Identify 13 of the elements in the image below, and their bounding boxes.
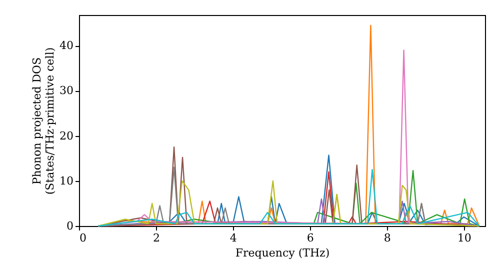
y-tick-label: 40 [60, 39, 74, 52]
y-axis-title: Phonon projected DOS (States/THz·primitive cell) [30, 47, 57, 195]
x-tick-label: 8 [384, 232, 391, 244]
y-tick-label: 10 [60, 174, 74, 188]
y-tick-label: 30 [60, 84, 74, 98]
x-tick-label: 2 [152, 232, 160, 244]
x-tick-label: 10 [457, 232, 472, 244]
y-tick-label: 20 [60, 129, 74, 142]
x-axis-title: Frequency (THz) [235, 246, 330, 260]
x-tick-label: 4 [230, 232, 237, 244]
y-tick-label: 0 [66, 220, 74, 232]
x-tick-label: 6 [306, 232, 314, 244]
x-tick-label: 0 [80, 232, 86, 244]
